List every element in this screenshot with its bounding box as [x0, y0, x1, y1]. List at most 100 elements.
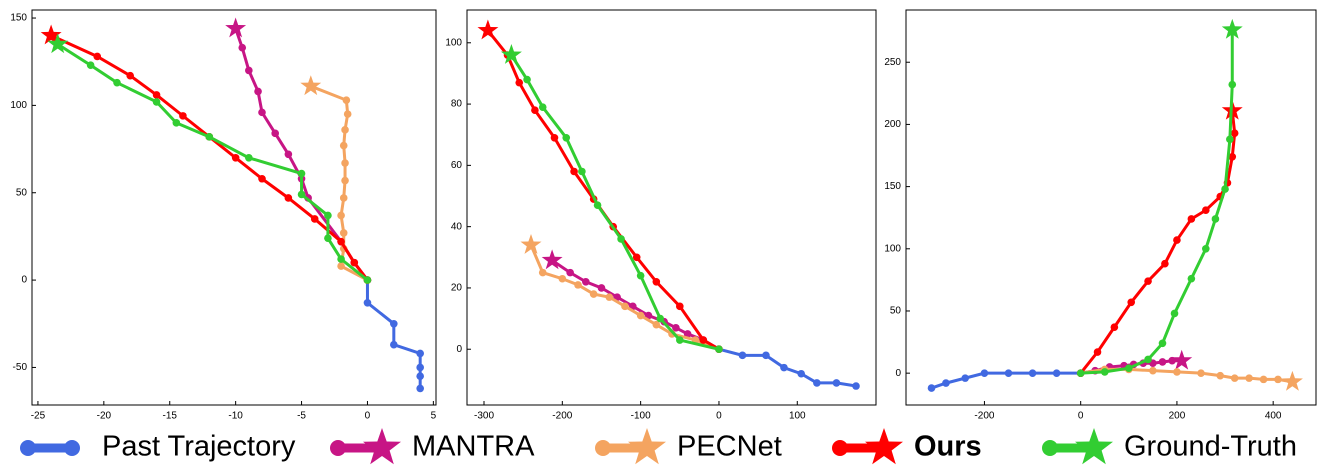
- legend-label: Ground-Truth: [1124, 431, 1297, 463]
- trajectory-point: [341, 126, 349, 134]
- trajectory-point: [523, 75, 531, 84]
- series-layer: [927, 18, 1303, 392]
- legend-dot: [595, 440, 611, 456]
- trajectory-point: [558, 274, 567, 283]
- trajectory-line: [1080, 29, 1234, 375]
- trajectory-point: [390, 340, 398, 349]
- trajectory-point: [1202, 206, 1210, 215]
- y-tick-label: 100: [445, 37, 462, 48]
- trajectory-point: [1228, 152, 1237, 161]
- trajectory-point: [1125, 364, 1133, 372]
- trajectory-point: [676, 336, 684, 344]
- x-tick-label: -5: [297, 411, 306, 422]
- trajectory-point: [390, 319, 398, 328]
- y-tick-label: -50: [13, 362, 28, 373]
- end-star: [1221, 18, 1243, 39]
- end-star: [225, 17, 247, 38]
- trajectory-line: [56, 42, 369, 282]
- end-star: [1282, 370, 1303, 391]
- trajectory-point: [86, 61, 95, 70]
- trajectory-point: [343, 110, 352, 118]
- x-tick-label: 0: [365, 411, 371, 422]
- trajectory-point: [1144, 277, 1152, 285]
- trajectory-point: [341, 176, 349, 185]
- trajectory-point: [593, 201, 602, 210]
- x-tick-label: -300: [474, 411, 494, 422]
- trajectory-point: [363, 298, 372, 307]
- trajectory-point: [617, 235, 625, 243]
- legend-dot: [832, 440, 848, 456]
- trajectory-point: [538, 103, 547, 111]
- y-tick-label: 50: [890, 306, 902, 317]
- x-tick-label: 100: [789, 411, 806, 422]
- trajectory-point: [1158, 358, 1167, 366]
- trajectory-point: [337, 255, 345, 263]
- trajectory-point: [245, 153, 253, 162]
- x-tick-label: -200: [552, 411, 572, 422]
- y-tick-label: 100: [10, 100, 27, 111]
- trajectory-point: [341, 159, 349, 167]
- trajectory-point: [324, 211, 332, 220]
- trajectory-point: [339, 141, 348, 150]
- x-tick-label: -25: [31, 411, 46, 422]
- y-tick-label: 80: [451, 99, 463, 110]
- y-tick-label: 0: [895, 368, 901, 379]
- trajectory-point: [632, 253, 641, 262]
- x-tick-label: 5: [431, 411, 437, 422]
- end-star: [300, 75, 322, 96]
- trajectory-point: [152, 91, 161, 99]
- trajectory-point: [715, 345, 723, 354]
- trajectory-point: [1149, 366, 1157, 375]
- trajectory-point: [238, 43, 247, 52]
- y-tick-label: 150: [884, 181, 901, 192]
- trajectory-point: [1173, 368, 1181, 376]
- legend-star: [363, 428, 401, 465]
- trajectory-point: [813, 379, 821, 387]
- end-star: [40, 24, 62, 45]
- trajectory-point: [297, 169, 306, 178]
- trajectory-point: [245, 66, 253, 75]
- trajectory-point: [172, 119, 181, 127]
- trajectory-point: [231, 153, 240, 162]
- trajectory-point: [339, 194, 348, 202]
- trajectory-point: [1221, 185, 1229, 193]
- trajectory-point: [1173, 236, 1181, 244]
- end-star: [1171, 349, 1193, 370]
- trajectory-point: [1187, 274, 1196, 283]
- trajectory-point: [652, 278, 661, 286]
- trajectory-point: [780, 363, 788, 372]
- trajectory-point: [1144, 355, 1152, 364]
- trajectory-point: [258, 108, 266, 117]
- end-star: [500, 44, 522, 64]
- trajectory-point: [562, 133, 571, 142]
- trajectory-point: [152, 98, 161, 106]
- x-tick-label: -200: [974, 411, 994, 422]
- trajectory-point: [621, 302, 629, 311]
- x-tick-label: -20: [97, 411, 112, 422]
- legend-star: [1075, 428, 1113, 465]
- trajectory-point: [284, 194, 293, 202]
- legend-star: [865, 428, 903, 465]
- trajectory-point: [1259, 375, 1268, 384]
- plot-frame: [31, 9, 437, 406]
- legend-dot: [1042, 440, 1058, 456]
- y-tick-label: 0: [21, 275, 27, 286]
- y-tick-label: 20: [451, 283, 463, 294]
- trajectory-line: [310, 84, 369, 282]
- y-tick-label: 250: [884, 57, 901, 68]
- trajectory-point: [550, 133, 559, 142]
- trajectory-point: [699, 336, 708, 344]
- trajectory-point: [254, 87, 262, 96]
- trajectory-point: [1158, 339, 1167, 348]
- trajectory-point: [597, 284, 606, 292]
- end-star: [477, 19, 499, 40]
- plot-frame: [905, 9, 1317, 406]
- trajectory-point: [589, 290, 598, 298]
- trajectory-point: [1076, 369, 1085, 377]
- legend-dot: [64, 440, 80, 456]
- trajectory-point: [1245, 374, 1253, 382]
- trajectory-point: [1110, 323, 1119, 331]
- trajectory-point: [738, 351, 747, 360]
- trajectory-point: [852, 382, 860, 390]
- trajectory-point: [1197, 369, 1205, 377]
